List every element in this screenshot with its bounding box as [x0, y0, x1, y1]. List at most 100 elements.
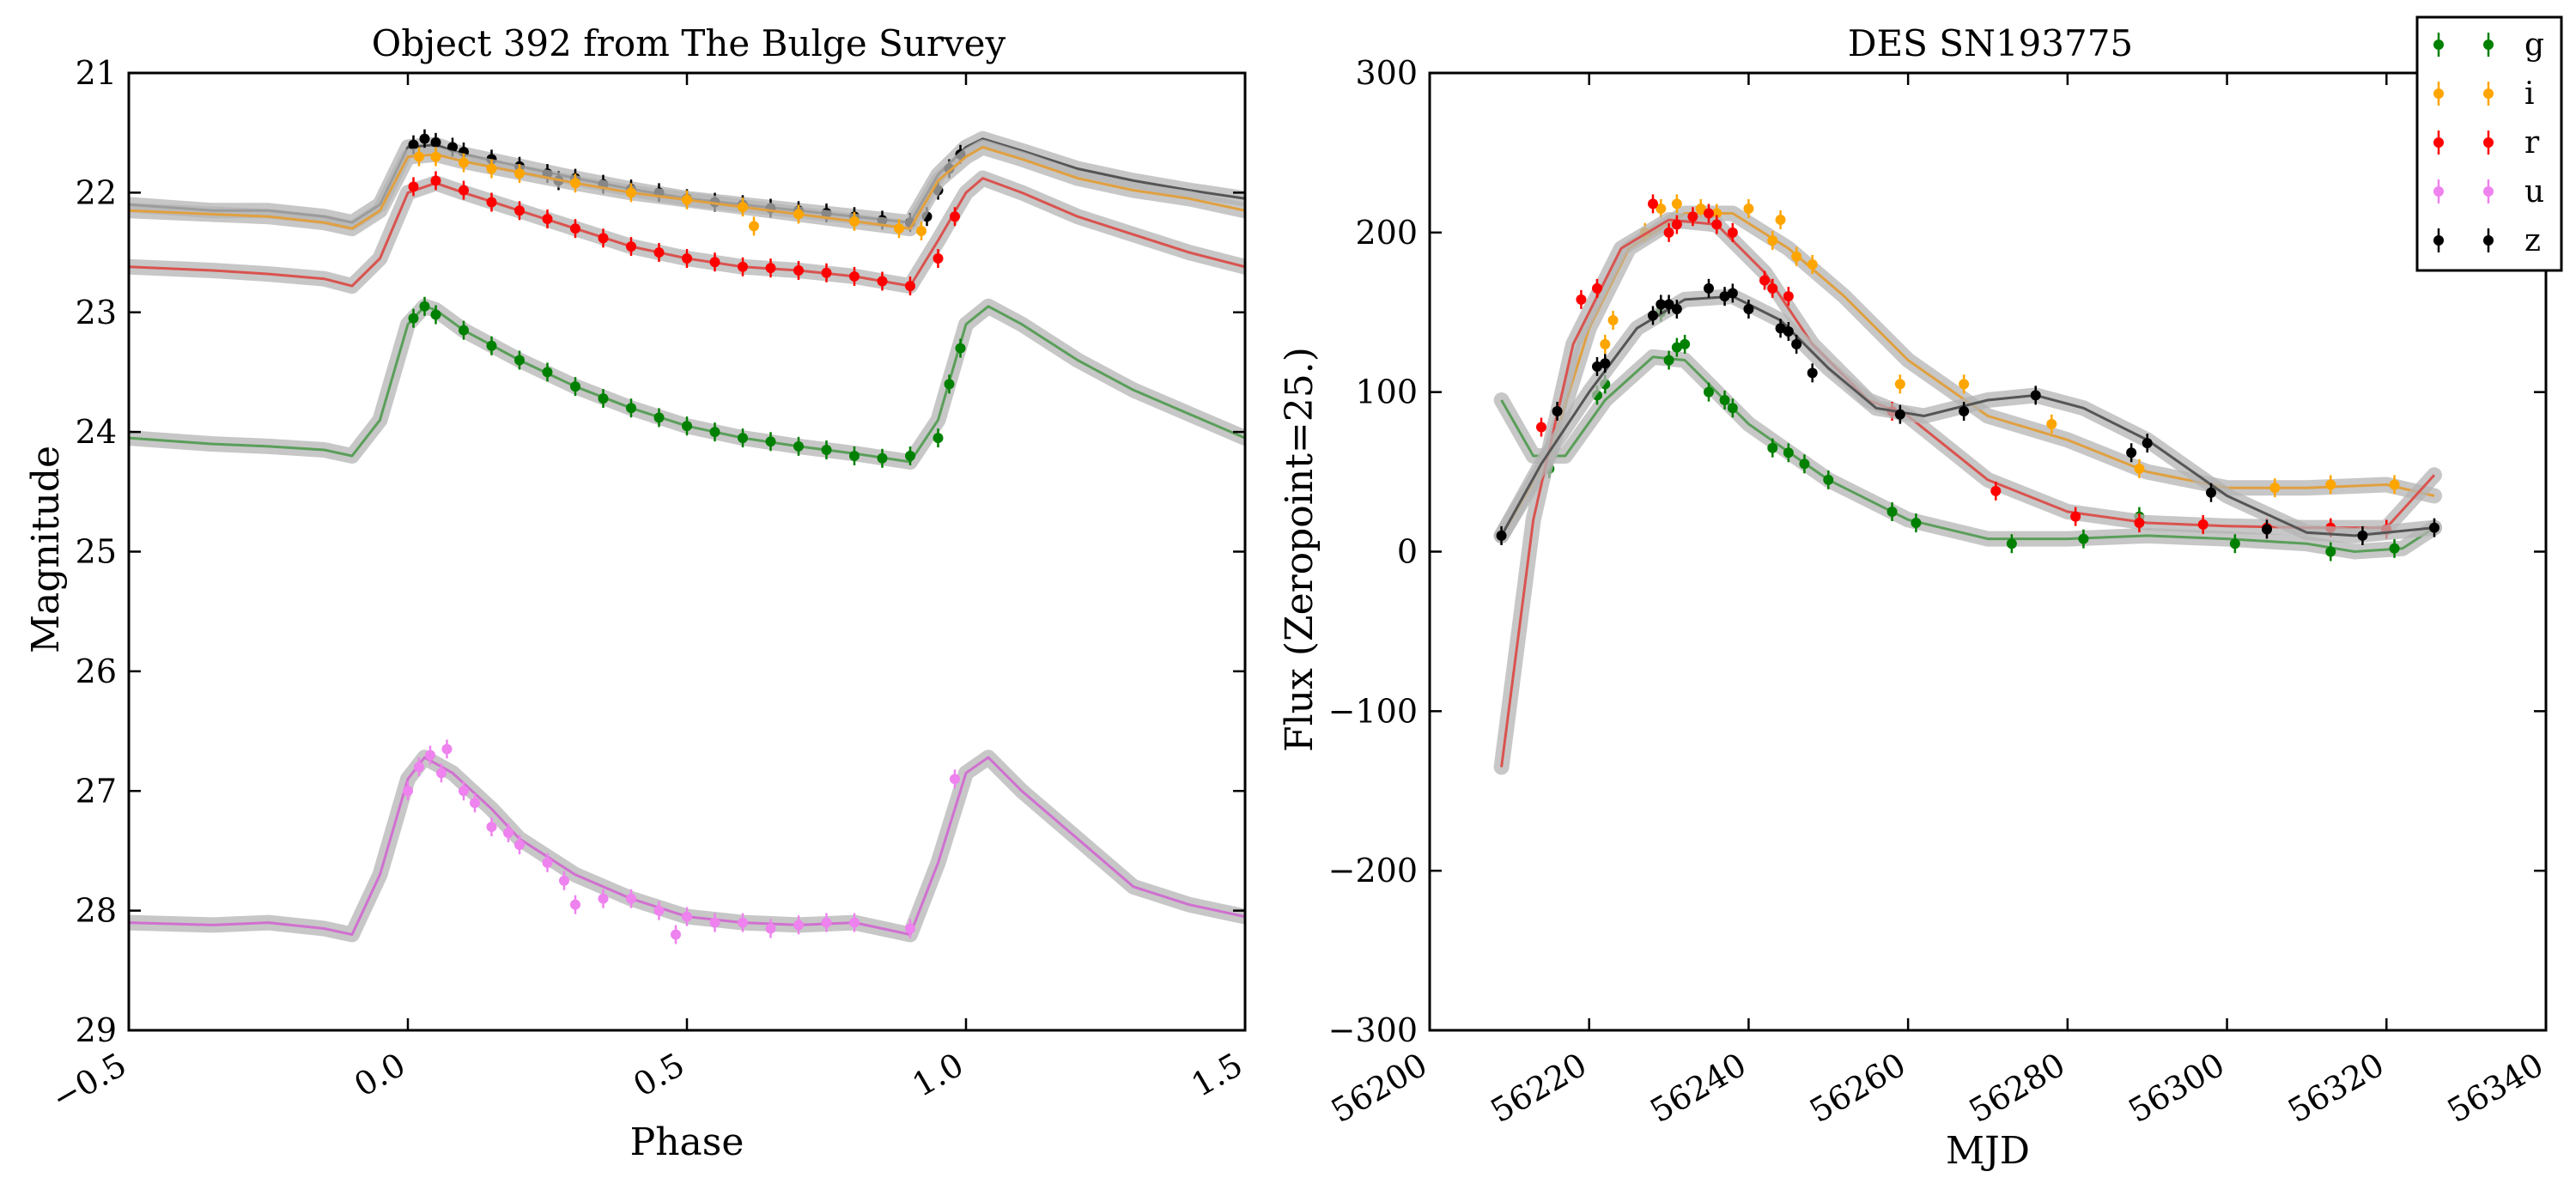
- data-point-u: [793, 920, 804, 931]
- data-point-i: [1894, 379, 1905, 390]
- data-point-u: [441, 744, 453, 755]
- data-point-g: [905, 451, 915, 461]
- data-point-g: [1886, 507, 1898, 518]
- data-point-g: [821, 445, 832, 456]
- y-tick-label: 26: [76, 653, 117, 690]
- data-point-r: [2134, 518, 2145, 529]
- data-point-z: [1600, 358, 1611, 369]
- data-point-i: [1607, 315, 1619, 326]
- data-point-z: [1656, 299, 1667, 310]
- left-x-axis-label: Phase: [630, 1120, 744, 1164]
- left-y-axis-label: Magnitude: [24, 446, 68, 653]
- data-point-g: [419, 300, 430, 312]
- data-point-i: [1807, 259, 1818, 270]
- right-chart-title: DES SN193775: [1848, 22, 2133, 64]
- data-point-g: [1727, 403, 1738, 414]
- data-point-u: [470, 798, 480, 809]
- data-point-r: [738, 261, 748, 272]
- data-point-r: [821, 267, 832, 278]
- legend-label: z: [2524, 223, 2541, 258]
- data-point-g: [955, 343, 966, 354]
- data-point-g: [2078, 533, 2089, 544]
- model-curve-z: [1500, 294, 2435, 537]
- data-point-r: [709, 257, 720, 268]
- data-point-u: [459, 786, 469, 797]
- data-point-u: [738, 917, 748, 928]
- data-point-u: [709, 917, 720, 928]
- light-curve-panel-left: Object 392 from The Bulge Survey −0.5 0.0…: [24, 22, 1249, 1164]
- data-point-i: [916, 225, 927, 236]
- data-point-i: [626, 187, 636, 198]
- legend-entry-u: u: [2433, 174, 2544, 209]
- data-point-r: [849, 270, 860, 282]
- data-point-r: [793, 264, 804, 276]
- data-point-g: [514, 355, 525, 366]
- x-tick-label: 56220: [1485, 1046, 1594, 1131]
- data-point-z: [419, 133, 430, 144]
- model-curve-g: [1500, 355, 2435, 553]
- data-point-r: [950, 211, 960, 222]
- data-point-g: [2006, 538, 2017, 549]
- legend-label: i: [2524, 76, 2535, 112]
- right-y-axis-label: Flux (Zeropoint=25.): [1278, 347, 1321, 752]
- data-point-r: [2197, 519, 2208, 530]
- data-point-i: [1743, 203, 1754, 214]
- legend-marker: [2483, 186, 2494, 197]
- y-tick-label: 0: [1397, 533, 1418, 571]
- data-point-r: [598, 233, 609, 244]
- data-point-z: [1783, 326, 1794, 337]
- data-point-g: [2325, 546, 2336, 557]
- data-point-r: [653, 247, 665, 258]
- data-point-u: [682, 911, 692, 922]
- data-point-r: [1671, 219, 1682, 230]
- right-y-ticks: −300 −200 −100 0 100 200 300: [1328, 54, 2546, 1049]
- data-point-u: [414, 762, 424, 773]
- data-point-z: [1552, 405, 1563, 416]
- data-point-g: [933, 433, 944, 444]
- data-point-r: [626, 241, 636, 252]
- data-point-z: [2126, 447, 2137, 458]
- right-x-ticks: 56200 56220 56240 56260 56280 56300 56320 56340: [1325, 73, 2550, 1130]
- data-point-z: [1592, 361, 1602, 372]
- data-point-z: [2262, 524, 2272, 535]
- data-point-g: [1823, 474, 1834, 485]
- y-tick-label: 300: [1355, 54, 1418, 92]
- data-point-r: [933, 253, 944, 264]
- y-tick-label: −300: [1328, 1011, 1418, 1049]
- right-x-axis-label: MJD: [1946, 1129, 2030, 1173]
- legend-label: u: [2524, 174, 2544, 209]
- data-point-i: [486, 163, 497, 174]
- legend-label: g: [2524, 27, 2544, 63]
- data-point-z: [1727, 288, 1738, 299]
- data-point-g: [430, 309, 441, 320]
- data-point-r: [430, 175, 441, 186]
- data-point-i: [2134, 463, 2145, 474]
- left-x-ticks: −0.5 0.0 0.5 1.0 1.5: [46, 73, 1249, 1118]
- data-point-z: [1663, 299, 1674, 310]
- data-point-z: [1496, 530, 1507, 541]
- data-point-i: [793, 209, 804, 220]
- x-tick-label: 56200: [1325, 1046, 1434, 1131]
- legend-entry-r: r: [2433, 125, 2540, 161]
- data-point-z: [1807, 367, 1818, 379]
- legend-marker: [2433, 186, 2444, 197]
- x-tick-label: 56340: [2441, 1046, 2550, 1131]
- data-point-u: [671, 929, 681, 940]
- data-point-r: [570, 223, 580, 234]
- left-chart-title: Object 392 from The Bulge Survey: [372, 22, 1006, 64]
- data-point-g: [542, 367, 553, 378]
- data-point-z: [2142, 438, 2153, 449]
- data-point-r: [1704, 208, 1714, 219]
- data-point-g: [849, 451, 860, 461]
- legend-marker: [2483, 39, 2494, 50]
- data-point-i: [682, 194, 692, 205]
- data-point-r: [459, 185, 469, 196]
- x-tick-label: 0.0: [348, 1046, 411, 1104]
- data-point-u: [598, 893, 609, 904]
- data-point-z: [447, 142, 458, 153]
- data-point-g: [1680, 338, 1691, 349]
- data-point-g: [459, 325, 469, 336]
- legend-entry-g: g: [2433, 27, 2544, 63]
- y-tick-label: −100: [1328, 692, 1418, 730]
